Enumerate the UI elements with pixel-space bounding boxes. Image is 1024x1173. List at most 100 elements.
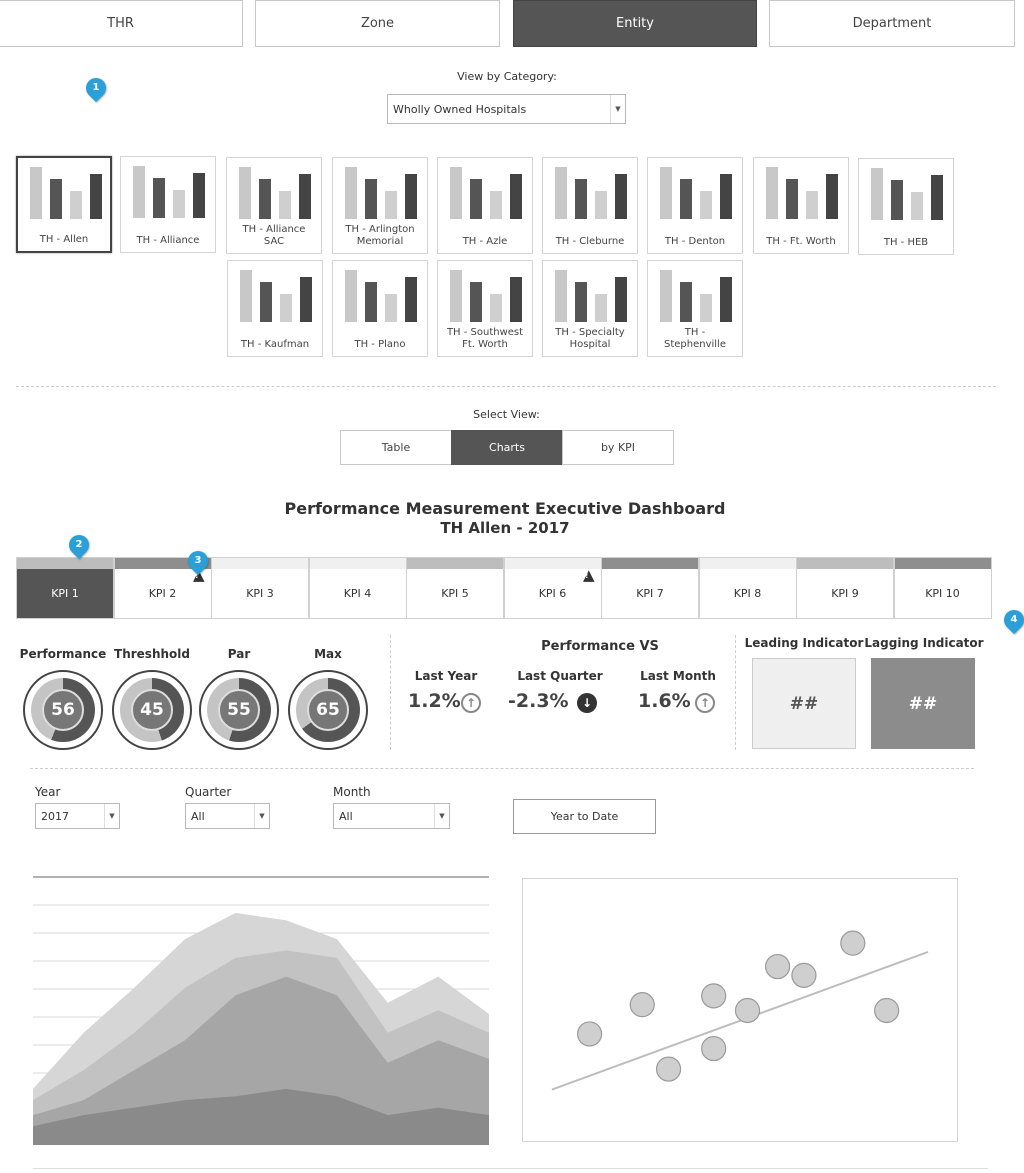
entity-thumb[interactable]: TH - Ft. Worth xyxy=(753,157,849,254)
entity-thumb-chart xyxy=(345,164,417,219)
performance-vs-title: Performance VS xyxy=(541,639,659,654)
entity-thumb-bar xyxy=(365,179,377,219)
kpi-tab[interactable]: KPI 3 xyxy=(211,557,309,619)
gauge-label: Max xyxy=(314,647,342,661)
scatter-point xyxy=(840,930,866,956)
gauge: 45 xyxy=(112,670,192,750)
year-to-date-button[interactable]: Year to Date xyxy=(513,799,656,834)
scatter-point xyxy=(701,1035,727,1062)
entity-thumb-bar xyxy=(260,282,272,322)
entity-thumb-bar xyxy=(345,167,357,219)
entity-thumb-bar xyxy=(470,179,482,219)
kpi-tab-label: KPI 3 xyxy=(246,587,274,600)
entity-thumb[interactable]: TH - Allen xyxy=(16,156,112,253)
entity-thumb-bar xyxy=(490,294,502,322)
entity-thumb[interactable]: TH - Cleburne xyxy=(542,157,638,254)
entity-thumb-label: TH - HEB xyxy=(883,237,929,248)
kpi-tab-label: KPI 2 xyxy=(148,587,177,600)
quarter-select-value: All xyxy=(191,809,205,823)
entity-thumb-bar xyxy=(70,191,82,219)
kpi-tab[interactable]: KPI 7 xyxy=(601,557,699,619)
gauge: 55 xyxy=(199,670,279,750)
scatter-point xyxy=(655,1056,682,1082)
entity-thumb-bar xyxy=(680,282,692,322)
entity-thumb-bar xyxy=(911,192,923,220)
tab-thr[interactable]: THR xyxy=(0,0,243,47)
entity-thumb-bar xyxy=(615,277,627,322)
warning-icon-mark: ! xyxy=(194,571,199,580)
year-select[interactable]: 2017 ▼ xyxy=(35,803,120,829)
view-by-kpi-button[interactable]: by KPI xyxy=(562,430,674,465)
gauge: 56 xyxy=(23,670,103,750)
category-select[interactable]: Wholly Owned Hospitals ▼ xyxy=(387,94,626,124)
view-table-button[interactable]: Table xyxy=(340,430,452,465)
entity-thumb-label: TH - Stephenville xyxy=(663,327,726,350)
scatter-point xyxy=(874,997,900,1024)
entity-thumb[interactable]: TH - Kaufman xyxy=(227,260,323,357)
scatter-point xyxy=(701,983,727,1009)
month-label: Month xyxy=(333,785,371,799)
kpi-tab[interactable]: KPI 10 xyxy=(893,557,992,619)
scatter-chart xyxy=(522,878,958,1142)
entity-thumb-bar xyxy=(555,270,567,322)
entity-thumb[interactable]: TH - Alliance xyxy=(120,156,216,253)
entity-thumb-bar xyxy=(30,167,42,219)
kpi-tab-label: KPI 5 xyxy=(441,587,469,600)
arrow-up-icon: ↑ xyxy=(461,693,481,713)
warning-icon: ▲ xyxy=(192,566,205,584)
entity-thumb-bar xyxy=(826,174,838,219)
kpi-tab-label: KPI 10 xyxy=(925,587,960,600)
scatter-point xyxy=(765,953,791,980)
tab-entity[interactable]: Entity xyxy=(513,0,757,47)
view-charts-button[interactable]: Charts xyxy=(451,430,563,465)
category-label: View by Category: xyxy=(457,70,557,83)
kpi-tab[interactable]: KPI 4 xyxy=(308,557,407,619)
entity-thumb-chart xyxy=(555,267,627,322)
entity-thumb[interactable]: TH - Southwest Ft. Worth xyxy=(437,260,533,357)
entity-thumb-bar xyxy=(450,167,462,219)
month-select-value: All xyxy=(339,809,353,823)
area-chart xyxy=(33,876,489,1145)
entity-thumb[interactable]: TH - HEB xyxy=(858,158,954,255)
entity-thumb[interactable]: TH - Stephenville xyxy=(647,260,743,357)
kpi-tab[interactable]: KPI 1 xyxy=(16,557,114,619)
entity-thumb-bar xyxy=(660,167,672,219)
entity-thumb-chart xyxy=(660,267,732,322)
entity-thumb-bar xyxy=(50,179,62,219)
tab-department[interactable]: Department xyxy=(769,0,1015,47)
vertical-divider xyxy=(735,635,736,750)
kpi-tab-label: KPI 4 xyxy=(343,587,372,600)
lagging-indicator-value: ## xyxy=(908,693,938,714)
entity-thumb-bar xyxy=(385,191,397,219)
entity-thumb-bar xyxy=(279,191,291,219)
marker-2: 2 xyxy=(64,530,94,560)
entity-thumb-label: TH - Alliance xyxy=(136,235,200,246)
category-select-value: Wholly Owned Hospitals xyxy=(393,102,527,116)
entity-thumb-bar xyxy=(90,174,102,219)
kpi-tab[interactable]: KPI 6 ▲! xyxy=(503,557,602,619)
entity-thumb[interactable]: TH - Arlington Memorial xyxy=(332,157,428,254)
kpi-status-strip xyxy=(114,558,211,569)
month-select[interactable]: All ▼ xyxy=(333,803,450,829)
lagging-indicator-box: ## xyxy=(871,658,975,749)
entity-thumb-bar xyxy=(766,167,778,219)
entity-thumb[interactable]: TH - Azle xyxy=(437,157,533,254)
quarter-select[interactable]: All ▼ xyxy=(185,803,270,829)
quarter-label: Quarter xyxy=(185,785,232,799)
entity-thumb[interactable]: TH - Denton xyxy=(647,157,743,254)
entity-thumb[interactable]: TH - Plano xyxy=(332,260,428,357)
entity-thumb[interactable]: TH - Alliance SAC xyxy=(226,157,322,254)
entity-thumb-bar xyxy=(153,178,165,218)
entity-thumb-bar xyxy=(575,282,587,322)
tab-zone[interactable]: Zone xyxy=(255,0,500,47)
entity-thumb-bar xyxy=(720,174,732,219)
entity-thumb-bar xyxy=(510,277,522,322)
marker-3: 3 xyxy=(183,546,213,576)
entity-thumb-chart xyxy=(239,164,311,219)
entity-thumb[interactable]: TH - Specialty Hospital xyxy=(542,260,638,357)
kpi-tab[interactable]: KPI 5 xyxy=(406,557,504,619)
kpi-tab[interactable]: KPI 9 xyxy=(796,557,894,619)
scatter-point xyxy=(576,1021,603,1047)
kpi-tab[interactable]: KPI 8 xyxy=(698,557,797,619)
entity-thumb-bar xyxy=(193,173,205,218)
